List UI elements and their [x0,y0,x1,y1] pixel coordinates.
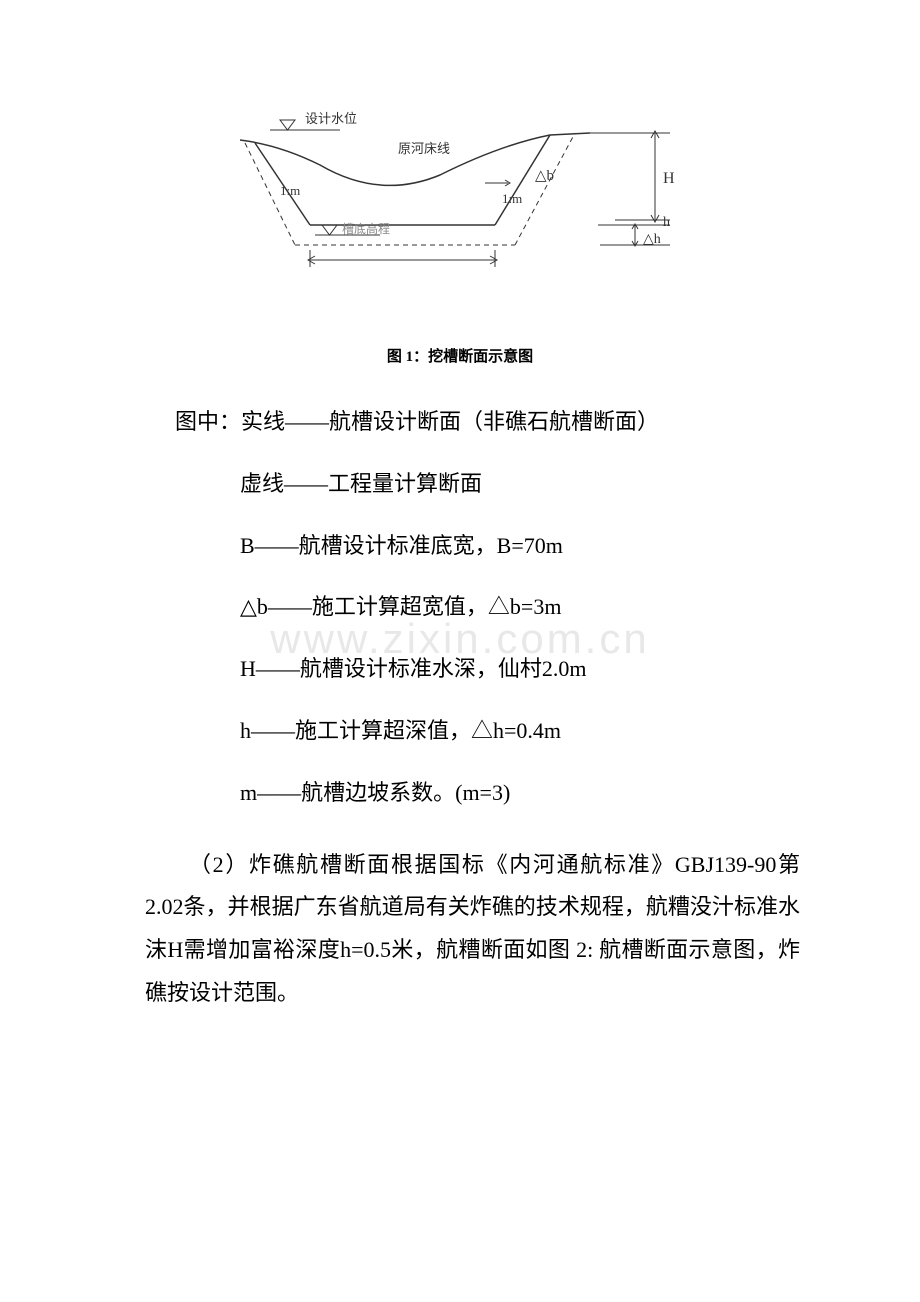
legend-line-3: B――航槽设计标准底宽，B=70m [175,525,790,567]
H-label: H [663,170,675,187]
slope-label-2: 1:m [502,191,522,206]
bottom-label: 槽底高程 [342,221,390,236]
diagram-svg: 设计水位 原河床线 1:m 1:m △b 槽底高程 [220,95,700,290]
body-content: 图中：实线――航槽设计断面（非礁石航槽断面） 虚线――工程量计算断面 B――航槽… [0,401,920,1015]
legend-line-4: △b――施工计算超宽值，△b=3m [175,586,790,628]
legend-line-6: h――施工计算超深值，△h=0.4m [175,710,790,752]
cross-section-diagram: 设计水位 原河床线 1:m 1:m △b 槽底高程 [220,95,700,290]
h-label: h [663,215,670,230]
delta-h-label: △h [643,232,661,247]
legend-line-5: H――航槽设计标准水深，仙村2.0m [175,648,790,690]
legend-line-2: 虚线――工程量计算断面 [175,463,790,505]
legend-line-7: m――航槽边坡系数。(m=3) [175,772,790,814]
delta-b-label: △b [535,168,554,184]
water-level-label: 设计水位 [305,111,357,126]
paragraph-2: （2）炸礁航槽断面根据国标《内河通航标准》GBJ139-90第2.02条，并根据… [145,844,800,1016]
figure-caption: 图 1：挖槽断面示意图 [0,345,920,366]
riverbed-label: 原河床线 [398,141,450,156]
legend-line-1: 图中：实线――航槽设计断面（非礁石航槽断面） [175,401,790,443]
slope-label-1: 1:m [280,183,300,198]
